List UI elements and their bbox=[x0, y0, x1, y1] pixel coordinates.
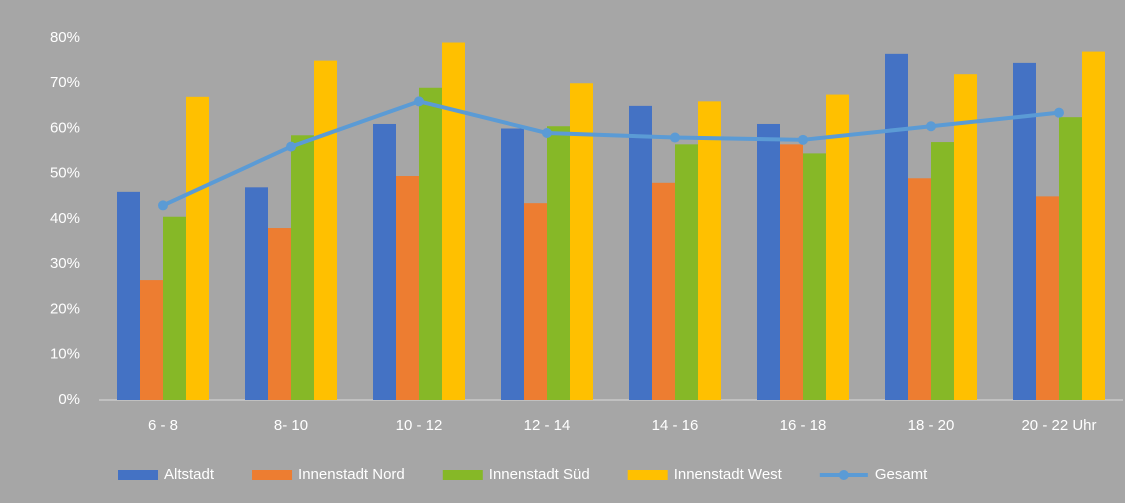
y-tick-label: 40% bbox=[50, 210, 80, 227]
legend-swatch-marker bbox=[838, 470, 849, 480]
legend-label: Gesamt bbox=[875, 466, 928, 483]
legend-swatch bbox=[627, 470, 668, 480]
legend-label: Innenstadt Nord bbox=[298, 466, 405, 483]
legend-swatch bbox=[442, 470, 483, 480]
x-tick-label: 14 - 16 bbox=[652, 417, 699, 434]
line-marker bbox=[798, 134, 808, 145]
bar bbox=[291, 135, 314, 400]
bar bbox=[117, 191, 140, 400]
bar bbox=[908, 178, 931, 400]
bar bbox=[885, 53, 908, 401]
line-marker bbox=[670, 132, 680, 143]
bar bbox=[803, 153, 826, 400]
bar bbox=[570, 83, 593, 400]
line-marker bbox=[286, 141, 296, 152]
bar bbox=[629, 105, 652, 400]
y-tick-label: 60% bbox=[50, 119, 80, 136]
x-tick-label: 6 - 8 bbox=[148, 417, 178, 434]
bar bbox=[314, 60, 337, 400]
bar bbox=[954, 74, 977, 400]
legend-label: Innenstadt Süd bbox=[489, 466, 590, 483]
x-tick-label: 16 - 18 bbox=[780, 417, 827, 434]
x-tick-label: 12 - 14 bbox=[524, 417, 571, 434]
bar bbox=[931, 142, 954, 400]
line-marker bbox=[926, 121, 936, 132]
bar bbox=[757, 123, 780, 400]
bar bbox=[1036, 196, 1059, 400]
line-marker bbox=[414, 96, 424, 107]
y-tick-label: 50% bbox=[50, 165, 80, 182]
bar bbox=[652, 182, 675, 400]
bar bbox=[826, 94, 849, 400]
x-tick-label: 10 - 12 bbox=[396, 417, 443, 434]
y-tick-label: 70% bbox=[50, 74, 80, 91]
bar bbox=[1013, 62, 1036, 400]
y-tick-label: 20% bbox=[50, 300, 80, 317]
bar bbox=[1059, 117, 1082, 400]
legend-label: Altstadt bbox=[164, 466, 215, 483]
y-tick-label: 80% bbox=[50, 29, 80, 46]
bar bbox=[245, 187, 268, 400]
x-tick-label: 20 - 22 Uhr bbox=[1021, 417, 1096, 434]
bar bbox=[442, 42, 465, 401]
y-tick-label: 30% bbox=[50, 255, 80, 272]
bar bbox=[268, 228, 291, 400]
x-tick-label: 8- 10 bbox=[274, 417, 308, 434]
x-tick-label: 18 - 20 bbox=[908, 417, 955, 434]
line-marker bbox=[542, 128, 552, 139]
line-marker bbox=[158, 200, 168, 211]
bar bbox=[186, 96, 209, 400]
legend-label: Innenstadt West bbox=[674, 466, 783, 483]
line bbox=[162, 99, 1060, 208]
line-marker bbox=[1054, 107, 1064, 118]
bar bbox=[396, 176, 419, 400]
y-tick-label: 0% bbox=[58, 391, 80, 408]
bar bbox=[1082, 51, 1105, 400]
bar bbox=[547, 126, 570, 401]
bar bbox=[419, 87, 442, 401]
bar bbox=[163, 216, 186, 400]
bar bbox=[373, 123, 396, 400]
bar bbox=[780, 144, 803, 400]
bar bbox=[698, 101, 721, 400]
legend-swatch bbox=[118, 470, 158, 480]
bar bbox=[140, 280, 163, 400]
legend-swatch bbox=[252, 470, 293, 480]
bar bbox=[675, 144, 698, 400]
bar bbox=[501, 128, 524, 400]
y-tick-label: 10% bbox=[50, 346, 80, 363]
bar bbox=[524, 203, 547, 400]
